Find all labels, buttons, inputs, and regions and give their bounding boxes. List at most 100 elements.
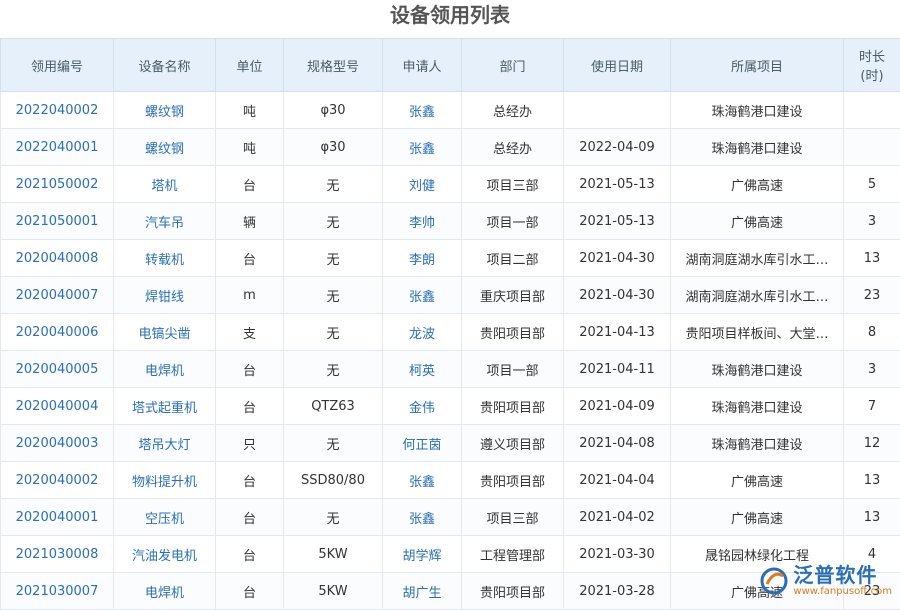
table-cell: 无 [284,240,383,277]
table-cell: 无 [284,351,383,388]
table-cell: 无 [284,499,383,536]
link-cell[interactable]: 物料提升机 [114,462,216,499]
link-cell[interactable]: 电镐尖凿 [114,314,216,351]
link-cell[interactable]: 空压机 [114,499,216,536]
link-cell[interactable]: 2020040003 [1,425,114,462]
table-cell: 13 [844,499,900,536]
link-cell[interactable]: 焊钳线 [114,277,216,314]
column-header: 设备名称 [114,39,216,92]
table-cell: 辆 [216,203,284,240]
table-cell: 无 [284,277,383,314]
link-cell[interactable]: 汽油发电机 [114,536,216,573]
link-cell[interactable]: 张鑫 [383,92,462,129]
link-cell[interactable]: 电焊机 [114,573,216,610]
table-cell: 广佛高速 [671,166,844,203]
link-cell[interactable]: 2022040002 [1,92,114,129]
link-cell[interactable]: 2020040004 [1,388,114,425]
table-cell: 广佛高速 [671,462,844,499]
table-cell: 5KW [284,573,383,610]
table-cell: 湖南洞庭湖水库引水工… [671,277,844,314]
table-cell: 珠海鹤港口建设 [671,388,844,425]
link-cell[interactable]: 2021030008 [1,536,114,573]
link-cell[interactable]: 2020040005 [1,351,114,388]
table-cell: 台 [216,166,284,203]
column-header-text: 单位 [236,60,262,75]
table-cell [844,129,900,166]
column-header-text: 领用编号 [31,60,83,75]
table-cell: 珠海鹤港口建设 [671,425,844,462]
table-cell: 贵阳项目部 [462,462,564,499]
link-cell[interactable]: 李朗 [383,240,462,277]
link-cell[interactable]: 胡广生 [383,573,462,610]
table-cell: 无 [284,166,383,203]
table-cell: 2021-04-02 [564,499,671,536]
table-cell: 台 [216,388,284,425]
link-cell[interactable]: 龙波 [383,314,462,351]
table-cell: 贵阳项目部 [462,573,564,610]
link-cell[interactable]: 塔机 [114,166,216,203]
link-cell[interactable]: 塔式起重机 [114,388,216,425]
link-cell[interactable]: 2020040002 [1,462,114,499]
table-cell: 7 [844,388,900,425]
link-cell[interactable]: 2020040001 [1,499,114,536]
table-cell: 无 [284,203,383,240]
table-cell: 项目一部 [462,351,564,388]
column-header: 部门 [462,39,564,92]
link-cell[interactable]: 2020040006 [1,314,114,351]
link-cell[interactable]: 螺纹钢 [114,129,216,166]
table-cell: 广佛高速 [671,499,844,536]
link-cell[interactable]: 张鑫 [383,277,462,314]
link-cell[interactable]: 金伟 [383,388,462,425]
link-cell[interactable]: 柯英 [383,351,462,388]
table-cell: 2021-04-09 [564,388,671,425]
table-cell: 珠海鹤港口建设 [671,351,844,388]
table-cell: 总经办 [462,129,564,166]
link-cell[interactable]: 2020040008 [1,240,114,277]
table-cell: φ30 [284,92,383,129]
column-header-text: 所属项目 [731,60,783,75]
table-cell: 广佛高速 [671,203,844,240]
column-header: 使用日期 [564,39,671,92]
table-cell: 13 [844,240,900,277]
header-row: 领用编号 设备名称 单位 规格型号 申请人部门使用日期 所属项目 时长(时) [1,39,900,92]
table-cell: 2021-03-28 [564,573,671,610]
link-cell[interactable]: 张鑫 [383,462,462,499]
link-cell[interactable]: 张鑫 [383,129,462,166]
table-cell: 2021-03-30 [564,536,671,573]
link-cell[interactable]: 何正茵 [383,425,462,462]
table-cell: 8 [844,314,900,351]
column-header: 时长(时) [844,39,900,92]
link-cell[interactable]: 塔吊大灯 [114,425,216,462]
link-cell[interactable]: 螺纹钢 [114,92,216,129]
table-cell: 5 [844,166,900,203]
table-cell: m [216,277,284,314]
column-header-text: 规格型号 [307,60,359,75]
link-cell[interactable]: 转载机 [114,240,216,277]
link-cell[interactable]: 2021050001 [1,203,114,240]
table-cell: 珠海鹤港口建设 [671,92,844,129]
link-cell[interactable]: 2022040001 [1,129,114,166]
link-cell[interactable]: 2021030007 [1,573,114,610]
link-cell[interactable]: 胡学辉 [383,536,462,573]
link-cell[interactable]: 2020040007 [1,277,114,314]
column-header: 所属项目 [671,39,844,92]
table-cell: 只 [216,425,284,462]
table-cell: 3 [844,203,900,240]
link-cell[interactable]: 汽车吊 [114,203,216,240]
link-cell[interactable]: 电焊机 [114,351,216,388]
table-cell: 2021-04-13 [564,314,671,351]
link-cell[interactable]: 刘健 [383,166,462,203]
link-cell[interactable]: 2021050002 [1,166,114,203]
table-cell: QTZ63 [284,388,383,425]
link-cell[interactable]: 李帅 [383,203,462,240]
link-cell[interactable]: 张鑫 [383,499,462,536]
table-cell: 2021-04-11 [564,351,671,388]
column-header: 申请人 [383,39,462,92]
